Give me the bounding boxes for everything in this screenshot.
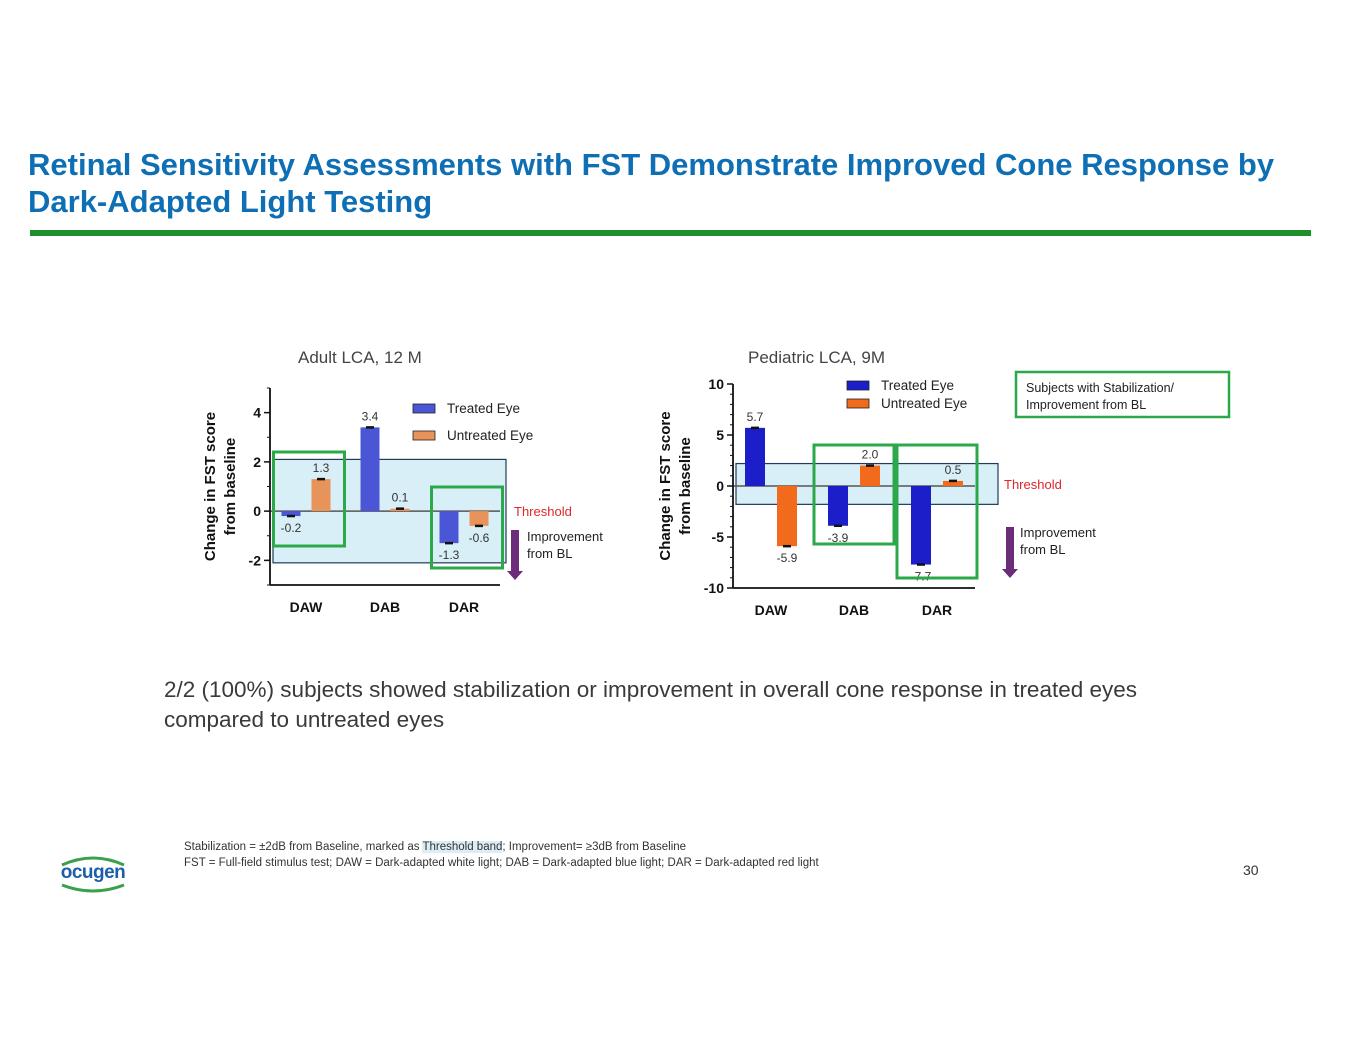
chart-1-value-label: -5.9 [777,551,798,565]
chart-1-bar-untreated-eye-dar [943,480,963,486]
chart-1-category-dar: DAR [922,602,952,618]
chart-1-legend-label: Treated Eye [881,378,954,393]
chart-1-ylabel-line1: Change in FST score [657,411,674,560]
chart-1-bar-untreated-eye-dab [860,465,880,486]
chart-1-legend-label: Untreated Eye [881,396,967,411]
chart-0-legend-swatch [412,430,436,441]
chart-1-callout-box [1014,370,1231,419]
ocugen-logo: ocugen [58,853,128,895]
footnote-line-1: Stabilization = ±2dB from Baseline, mark… [184,840,1084,856]
chart-1-highlight-box-dar [895,443,979,580]
chart-0-highlight-box-daw [272,450,346,548]
chart-0-bar-treated-eye-dar [439,511,459,544]
logo-swoosh-icon [61,856,125,893]
chart-0-legend-label: Untreated Eye [447,428,533,443]
page-number: 30 [1243,862,1259,878]
chart-0-title: Adult LCA, 12 M [298,348,422,367]
chart-1-title: Pediatric LCA, 9M [748,348,885,367]
chart-0-ytick-label: 4 [253,405,261,421]
chart-0-category-dar: DAR [449,599,479,615]
chart-1-category-daw: DAW [755,602,788,618]
chart-0-arrow-label-line2: from BL [527,546,573,561]
chart-1-bar-treated-eye-daw [745,427,765,486]
chart-0-ytick-label: -2 [249,552,262,568]
chart-1-ytick-label: 10 [708,376,724,392]
chart-1-arrow-label-line2: from BL [1020,542,1066,557]
summary-text: 2/2 (100%) subjects showed stabilization… [164,677,1138,732]
chart-1-ytick-label: 5 [716,427,724,443]
chart-0-value-label: -1.3 [439,548,460,562]
chart-0-bar-treated-eye-daw [281,511,301,517]
chart-0-ytick-label: 0 [253,503,261,519]
chart-1-arrow-label-line1: Improvement [1020,525,1096,540]
chart-0-legend-swatch [412,403,436,414]
chart-0-improvement-arrow-shaft [511,530,519,572]
chart-0-value-label: -0.2 [281,521,302,535]
chart-1-ytick-label: -10 [704,580,724,596]
page-title: Retinal Sensitivity Assessments with FST… [28,147,1275,219]
footnote-line-2: FST = Full-field stimulus test; DAW = Da… [184,856,819,869]
chart-1-bar-treated-eye-dab [828,486,848,526]
chart-0-category-dab: DAB [370,599,400,615]
footnotes: Stabilization = ±2dB from Baseline, mark… [184,840,1084,871]
chart-1-value-label: 5.7 [747,410,764,424]
chart-1-highlight-box-dab [812,443,896,546]
chart-1-value-label: 2.0 [862,448,879,462]
chart-0-category-daw: DAW [290,599,323,615]
chart-0-bar-untreated-eye-dar [469,511,489,526]
title-divider [30,230,1311,236]
footnote-threshold-band: Threshold band [422,841,503,853]
chart-1-improvement-arrow-head [1002,569,1018,578]
chart-0-improvement-arrow-head [507,571,523,580]
chart-0-bar-treated-eye-dab [360,427,380,512]
chart-1-ytick-label: 0 [716,478,724,494]
chart-1-callout-line2: Improvement from BL [1026,398,1146,412]
chart-0-legend-label: Treated Eye [447,401,520,416]
chart-1-value-label: -3.9 [828,531,849,545]
chart-1-threshold-label: Threshold [1004,477,1062,492]
logo-text: ocugen [60,862,126,883]
chart-0-bar-untreated-eye-daw [311,479,331,512]
chart-0-threshold-label: Threshold [514,504,572,519]
chart-1-legend-swatch [846,398,870,409]
chart-0-arrow-label-line1: Improvement [527,529,603,544]
chart-1-bar-treated-eye-dar [911,486,931,565]
chart-1-category-dab: DAB [839,602,869,618]
chart-0-value-label: -0.6 [469,531,490,545]
chart-0-value-label: 1.3 [313,461,330,475]
footnote-improvement: ; Improvement= ≥3dB from Baseline [502,841,687,853]
chart-1-value-label: 0.5 [945,463,962,477]
chart-1-improvement-arrow-shaft [1006,527,1014,570]
chart-1-ytick-label: -5 [712,529,725,545]
chart-0-value-label: 3.4 [362,409,379,423]
chart-1-callout-line1: Subjects with Stabilization/ [1026,381,1175,395]
chart-0-ylabel-line2: from baseline [222,438,239,536]
chart-0-value-label: 0.1 [392,491,409,505]
chart-0-ytick-label: 2 [253,454,261,470]
chart-1-bar-untreated-eye-daw [777,486,797,547]
footnote-stabilization: Stabilization = ±2dB from Baseline, mark… [184,841,423,853]
chart-1-legend-swatch [846,380,870,391]
chart-1-ylabel-line2: from baseline [677,437,694,535]
chart-0-highlight-box-dar [430,485,504,570]
chart-0-ylabel-line1: Change in FST score [202,412,219,561]
